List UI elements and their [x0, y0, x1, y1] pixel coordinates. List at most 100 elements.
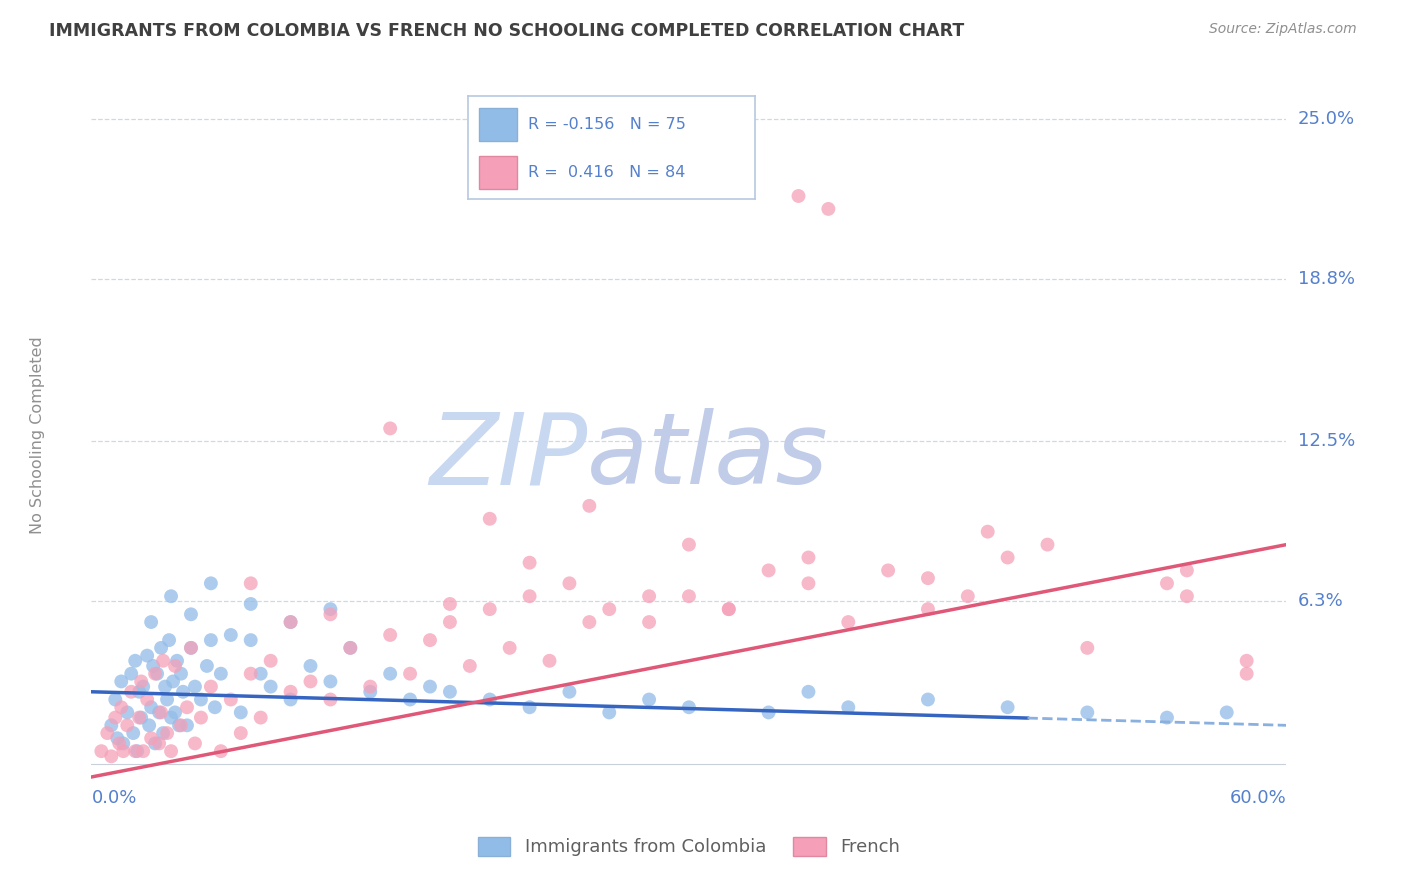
Point: [758, 706, 780, 720]
Point: [1236, 666, 1258, 681]
Point: [598, 602, 620, 616]
Point: [200, 680, 222, 694]
Point: [558, 685, 581, 699]
Point: [319, 607, 342, 622]
Point: [359, 680, 381, 694]
Point: [439, 597, 461, 611]
Point: [138, 718, 160, 732]
Text: ZIP: ZIP: [429, 409, 588, 506]
Point: [1076, 640, 1098, 655]
Point: [190, 692, 212, 706]
Point: [717, 602, 740, 616]
Point: [478, 692, 501, 706]
Point: [90, 744, 112, 758]
Point: [229, 726, 252, 740]
Point: [219, 628, 242, 642]
Point: [160, 710, 183, 724]
Point: [122, 726, 145, 740]
Point: [112, 736, 135, 750]
Legend: Immigrants from Colombia, French: Immigrants from Colombia, French: [471, 830, 907, 863]
Point: [837, 615, 859, 629]
Text: 18.8%: 18.8%: [1298, 269, 1354, 287]
Point: [558, 576, 581, 591]
Point: [209, 744, 232, 758]
Point: [166, 654, 188, 668]
Point: [163, 659, 186, 673]
Point: [128, 710, 150, 724]
Text: atlas: atlas: [588, 409, 830, 506]
Point: [339, 640, 361, 655]
Point: [837, 700, 859, 714]
Point: [153, 680, 176, 694]
Point: [817, 202, 839, 216]
Point: [219, 692, 242, 706]
Point: [167, 718, 190, 732]
Point: [378, 666, 402, 681]
Point: [359, 685, 381, 699]
Point: [136, 692, 159, 706]
Point: [127, 744, 149, 758]
Point: [1236, 654, 1258, 668]
Point: [136, 648, 159, 663]
Point: [129, 674, 152, 689]
Point: [209, 666, 232, 681]
Point: [162, 674, 184, 689]
Point: [956, 589, 979, 603]
Point: [917, 571, 939, 585]
Point: [120, 685, 142, 699]
Point: [578, 499, 600, 513]
Point: [163, 706, 186, 720]
Point: [419, 680, 441, 694]
Point: [519, 556, 541, 570]
Point: [190, 710, 212, 724]
Point: [419, 633, 441, 648]
Point: [176, 700, 198, 714]
Point: [1216, 706, 1239, 720]
Point: [239, 633, 262, 648]
Point: [141, 615, 162, 629]
Point: [239, 576, 262, 591]
Point: [458, 659, 481, 673]
Point: [200, 633, 222, 648]
Point: [478, 512, 501, 526]
Point: [156, 726, 179, 740]
Point: [229, 706, 252, 720]
Point: [797, 685, 820, 699]
Point: [1076, 706, 1098, 720]
Point: [124, 654, 146, 668]
Point: [280, 615, 302, 629]
Point: [339, 640, 361, 655]
Point: [170, 666, 193, 681]
Point: [239, 597, 262, 611]
Point: [917, 602, 939, 616]
Point: [638, 615, 661, 629]
Text: 0.0%: 0.0%: [91, 789, 136, 807]
Point: [259, 654, 281, 668]
Point: [120, 666, 142, 681]
Point: [142, 659, 165, 673]
Point: [108, 736, 131, 750]
Point: [299, 659, 322, 673]
Point: [758, 563, 780, 577]
Point: [143, 666, 166, 681]
Point: [124, 744, 146, 758]
Point: [797, 576, 820, 591]
Point: [184, 680, 207, 694]
Point: [1156, 576, 1178, 591]
Point: [104, 692, 127, 706]
Point: [478, 602, 501, 616]
Point: [399, 666, 422, 681]
Point: [787, 189, 810, 203]
Point: [519, 589, 541, 603]
Text: No Schooling Completed: No Schooling Completed: [30, 336, 45, 533]
Point: [110, 674, 132, 689]
Point: [172, 685, 194, 699]
Point: [678, 700, 700, 714]
Point: [112, 744, 135, 758]
Point: [195, 659, 218, 673]
Point: [152, 726, 174, 740]
Point: [160, 589, 183, 603]
Point: [717, 602, 740, 616]
Point: [141, 700, 162, 714]
Point: [319, 602, 342, 616]
